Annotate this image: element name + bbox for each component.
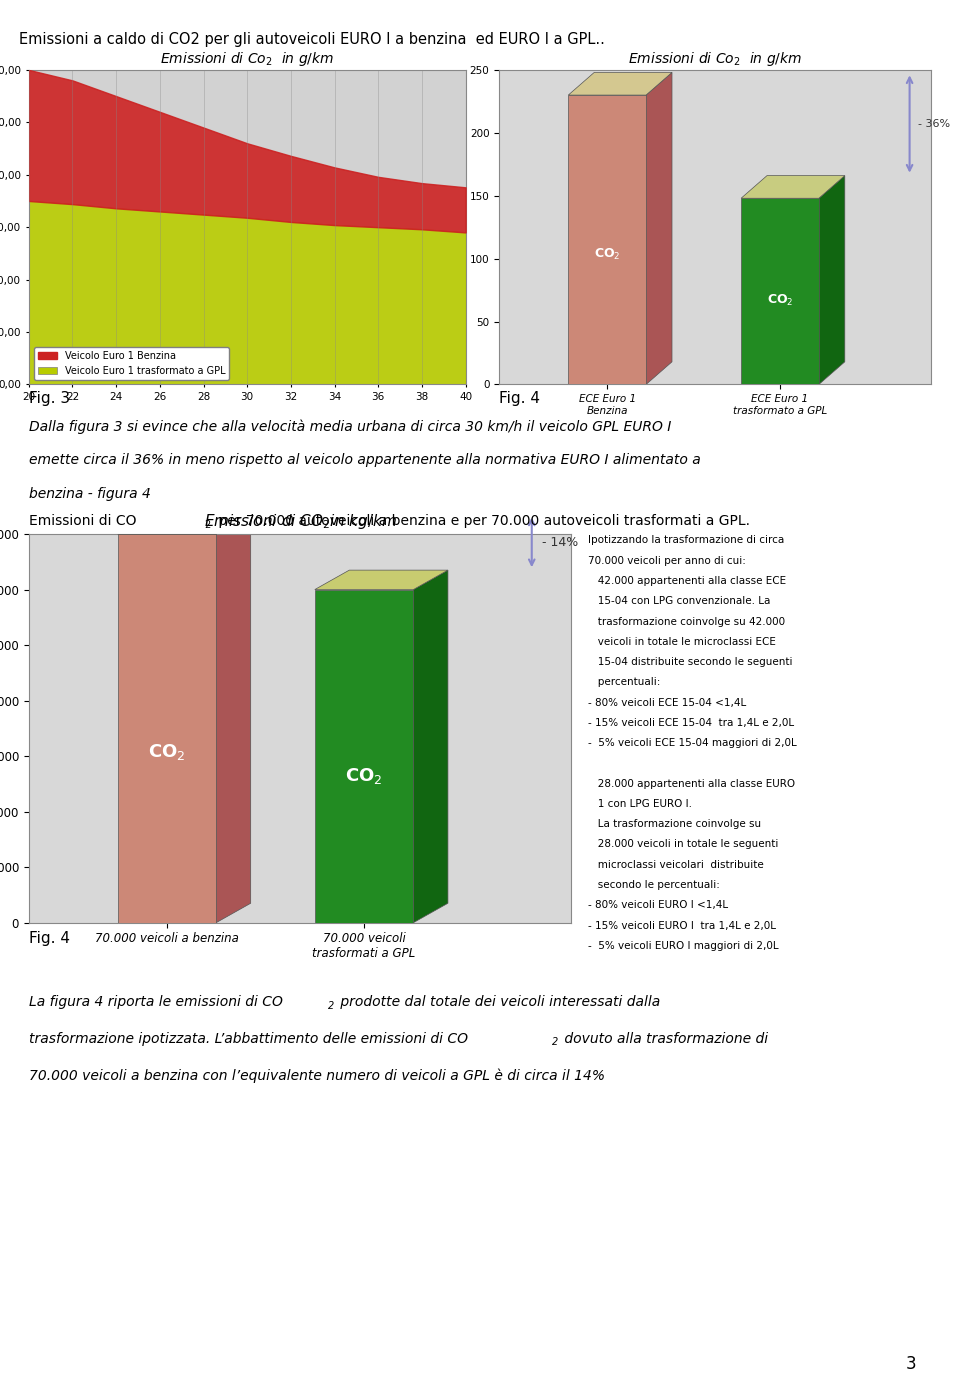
Text: 15-04 distribuite secondo le seguenti: 15-04 distribuite secondo le seguenti [588,657,793,667]
Text: emette circa il 36% in meno rispetto al veicolo appartenente alla normativa EURO: emette circa il 36% in meno rispetto al … [29,453,701,467]
Text: - 80% veicoli EURO I <1,4L: - 80% veicoli EURO I <1,4L [588,900,729,910]
Text: Fig. 4: Fig. 4 [29,931,70,946]
Text: trasformazione coinvolge su 42.000: trasformazione coinvolge su 42.000 [588,617,785,626]
FancyBboxPatch shape [117,534,216,923]
Text: La figura 4 riporta le emissioni di CO: La figura 4 riporta le emissioni di CO [29,995,282,1009]
Title: $\it{Emissioni\ di\ Co_2\ \ in\ g/km}$: $\it{Emissioni\ di\ Co_2\ \ in\ g/km}$ [628,50,803,69]
Polygon shape [568,73,672,95]
Text: 3: 3 [906,1355,917,1373]
Polygon shape [414,570,448,923]
Text: prodotte dal totale dei veicoli interessati dalla: prodotte dal totale dei veicoli interess… [336,995,660,1009]
Text: Emissioni di CO: Emissioni di CO [29,514,136,528]
Polygon shape [741,176,845,199]
Text: microclassi veicolari  distribuite: microclassi veicolari distribuite [588,860,764,870]
Text: La trasformazione coinvolge su: La trasformazione coinvolge su [588,819,761,829]
Text: 1 con LPG EURO I.: 1 con LPG EURO I. [588,800,692,809]
Text: CO$_2$: CO$_2$ [346,766,383,786]
Text: Emissioni a caldo di CO2 per gli autoveicoli EURO I a benzina  ed EURO I a GPL..: Emissioni a caldo di CO2 per gli autovei… [19,32,605,48]
Title: $\it{Emissioni\ di\ Co_2\ \ in\ g/km}$: $\it{Emissioni\ di\ Co_2\ \ in\ g/km}$ [160,50,334,69]
Text: -  5% veicoli ECE 15-04 maggiori di 2,0L: - 5% veicoli ECE 15-04 maggiori di 2,0L [588,738,797,748]
Polygon shape [315,570,448,590]
Text: Ipotizzando la trasformazione di circa: Ipotizzando la trasformazione di circa [588,535,784,545]
Text: 42.000 appartenenti alla classe ECE: 42.000 appartenenti alla classe ECE [588,576,786,586]
Text: 15-04 con LPG convenzionale. La: 15-04 con LPG convenzionale. La [588,596,771,607]
Text: Dalla figura 3 si evince che alla velocità media urbana di circa 30 km/h il veic: Dalla figura 3 si evince che alla veloci… [29,419,671,433]
Title: $\it{Emissioni\ di\ CO_2}$$\it{in\ kg/km}$: $\it{Emissioni\ di\ CO_2}$$\it{in\ kg/km… [204,512,396,531]
Text: benzina - figura 4: benzina - figura 4 [29,487,151,500]
Polygon shape [819,176,845,384]
Polygon shape [117,514,251,534]
Text: - 14%: - 14% [541,535,578,549]
Polygon shape [646,73,672,384]
Legend: Veicolo Euro 1 Benzina, Veicolo Euro 1 trasformato a GPL: Veicolo Euro 1 Benzina, Veicolo Euro 1 t… [34,347,229,380]
Text: percentuali:: percentuali: [588,678,660,688]
Text: trasformazione ipotizzata. L’abbattimento delle emissioni di CO: trasformazione ipotizzata. L’abbattiment… [29,1032,468,1046]
Text: 70.000 veicoli per anno di cui:: 70.000 veicoli per anno di cui: [588,555,746,566]
Text: 2: 2 [204,520,211,530]
Text: Fig. 3: Fig. 3 [29,391,70,407]
Polygon shape [216,514,251,923]
Text: veicoli in totale le microclassi ECE: veicoli in totale le microclassi ECE [588,637,777,647]
Text: CO$_2$: CO$_2$ [148,742,185,762]
Text: secondo le percentuali:: secondo le percentuali: [588,881,720,891]
Text: - 15% veicoli ECE 15-04  tra 1,4L e 2,0L: - 15% veicoli ECE 15-04 tra 1,4L e 2,0L [588,719,795,728]
Text: 2: 2 [552,1037,559,1047]
Text: 70.000 veicoli a benzina con l’equivalente numero di veicoli a GPL è di circa il: 70.000 veicoli a benzina con l’equivalen… [29,1068,605,1082]
Text: 28.000 appartenenti alla classe EURO: 28.000 appartenenti alla classe EURO [588,779,796,788]
FancyBboxPatch shape [741,199,819,384]
FancyBboxPatch shape [568,95,646,384]
Text: dovuto alla trasformazione di: dovuto alla trasformazione di [560,1032,768,1046]
Text: - 80% veicoli ECE 15-04 <1,4L: - 80% veicoli ECE 15-04 <1,4L [588,698,747,707]
Text: CO$_2$: CO$_2$ [594,246,620,261]
Text: 28.000 veicoli in totale le seguenti: 28.000 veicoli in totale le seguenti [588,839,779,850]
Text: CO$_2$: CO$_2$ [767,294,793,308]
Text: 2: 2 [328,1001,335,1011]
FancyBboxPatch shape [315,590,414,923]
Text: Fig. 4: Fig. 4 [499,391,540,407]
Text: -  5% veicoli EURO I maggiori di 2,0L: - 5% veicoli EURO I maggiori di 2,0L [588,941,780,951]
Text: - 15% veicoli EURO I  tra 1,4L e 2,0L: - 15% veicoli EURO I tra 1,4L e 2,0L [588,921,777,931]
Text: per 70.000 autoveicoli a benzina e per 70.000 autoveicoli trasformati a GPL.: per 70.000 autoveicoli a benzina e per 7… [214,514,750,528]
Text: - 36%: - 36% [918,119,950,129]
